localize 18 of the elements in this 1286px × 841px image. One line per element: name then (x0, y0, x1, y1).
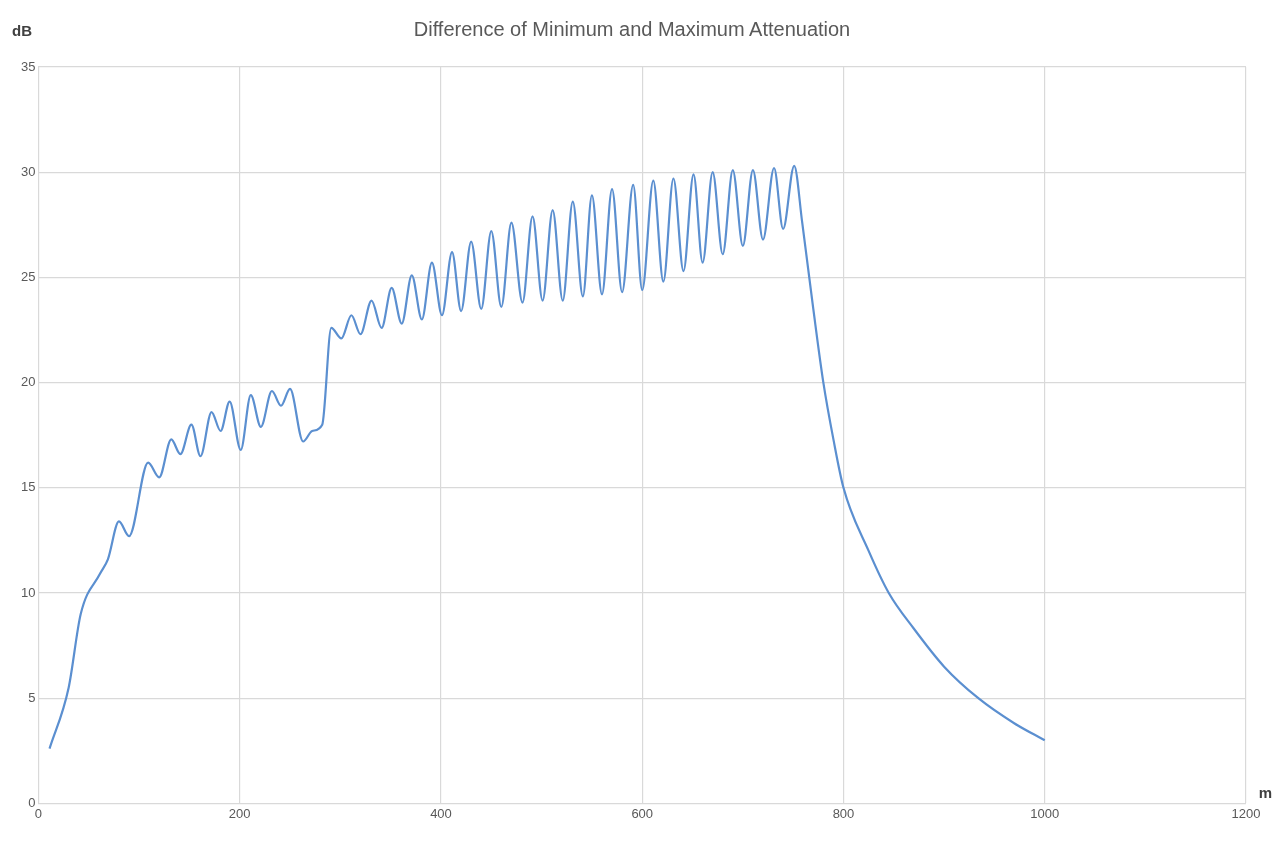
x-tick-label: 1200 (1231, 805, 1261, 821)
y-axis-title: dB (12, 21, 33, 39)
y-tick-label: 35 (20, 58, 36, 74)
y-tick-label: 5 (28, 689, 36, 705)
line-series (48, 164, 1046, 750)
y-tick-label: 30 (20, 163, 36, 179)
y-tick-label: 10 (20, 584, 36, 600)
x-tick-label: 1000 (1030, 805, 1060, 821)
y-tick-label: 0 (28, 794, 36, 810)
x-tick-label: 400 (430, 805, 452, 821)
x-tick-label: 600 (631, 805, 654, 821)
x-axis-title: m (1258, 784, 1272, 802)
y-tick-label: 25 (20, 268, 36, 284)
chart-title: Difference of Minimum and Maximum Attenuation (413, 17, 851, 40)
x-tick-label: 800 (832, 805, 855, 821)
y-tick-label: 20 (20, 374, 36, 390)
x-tick-label: 200 (228, 805, 251, 821)
y-tick-label: 15 (20, 479, 36, 495)
